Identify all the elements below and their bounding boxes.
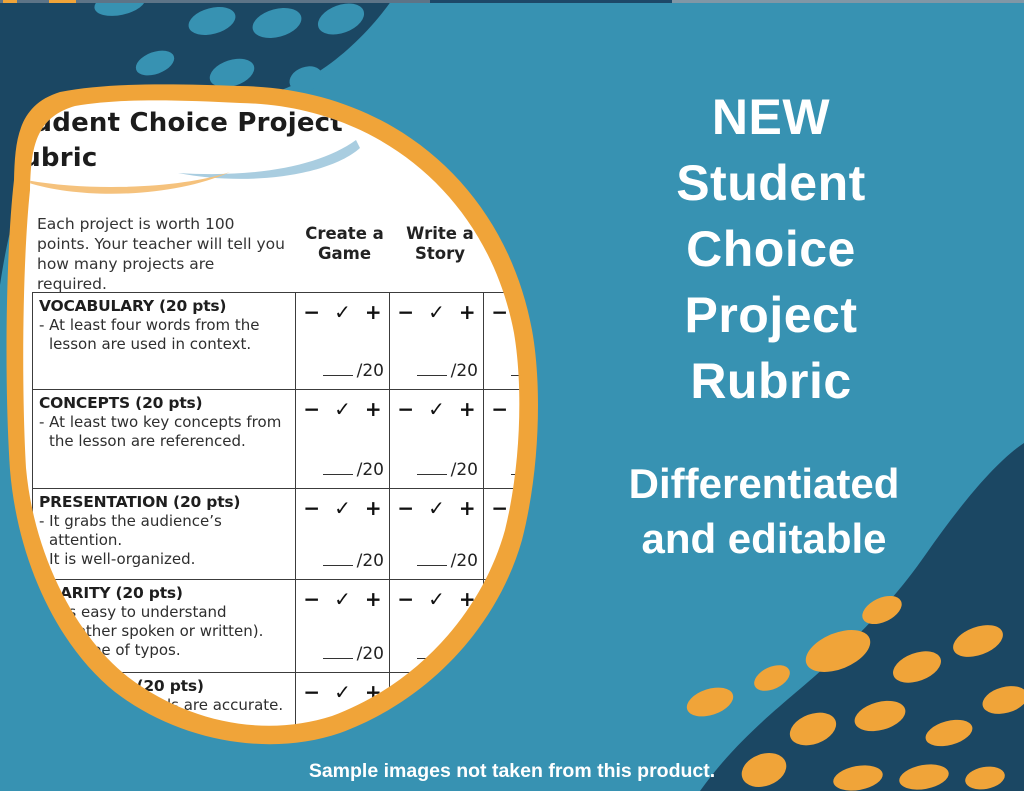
rating-symbols: − ✓ + — [303, 587, 382, 611]
rating-symbols: − ✓ + — [303, 397, 382, 421]
footer-disclaimer: Sample images not taken from this produc… — [308, 760, 716, 782]
score-denominator: /20 — [356, 644, 384, 664]
row-bullet: - It is easy to understand (whether spok… — [39, 603, 264, 640]
rating-symbols: − ✓ + — [397, 300, 476, 324]
headline-line-choice: Choice — [686, 221, 856, 277]
score-blank-line — [417, 562, 447, 566]
orange-dots — [686, 595, 1024, 791]
score-blank-line — [417, 471, 447, 475]
subtitle-line-1: Differentiated — [628, 460, 900, 507]
table-row-concepts: CONCEPTS (20 pts) - At least two key con… — [33, 390, 593, 489]
score-blank-line — [417, 372, 447, 376]
top-edge-strip-mid — [430, 0, 672, 3]
bottom-right-blob — [686, 443, 1024, 791]
row-title: PRESENTATION (20 pts) — [39, 493, 241, 511]
rating-symbols: − ✓ + — [397, 496, 476, 520]
score-denominator: /20 — [356, 361, 384, 381]
row-title: CLARITY (20 pts) — [39, 584, 183, 602]
score-denominator: /20 — [450, 551, 478, 571]
top-edge-orange-dot-2 — [49, 0, 76, 3]
score-blank-line — [323, 655, 353, 659]
headline-line-new: NEW — [711, 89, 831, 145]
row-bullet: - It is well-organized. — [39, 550, 196, 568]
row-title: VOCABULARY (20 pts) — [39, 297, 227, 315]
header-swooshes — [0, 128, 560, 208]
headline-subtitle: Differentiated and editable — [514, 456, 1014, 566]
navy-blob-shape — [0, 0, 392, 285]
score-blank-line — [323, 562, 353, 566]
row-title: CONCEPTS (20 pts) — [39, 394, 203, 412]
orange-swoosh — [26, 172, 230, 194]
headline-line-project: Project — [684, 287, 858, 343]
score-denominator: /20 — [450, 361, 478, 381]
headline-line-student: Student — [676, 155, 866, 211]
rating-symbols: − ✓ + — [397, 587, 476, 611]
row-bullet: - At least two key concepts from the les… — [39, 413, 282, 450]
top-edge-orange-dot-1 — [3, 0, 17, 3]
subtitle-line-2: and editable — [641, 515, 887, 562]
column-header-write-a-story: Write a Story — [406, 224, 474, 263]
score-blank-line — [323, 471, 353, 475]
rating-symbols: − ✓ + — [303, 496, 382, 520]
top-edge-strip-right — [672, 0, 1024, 3]
score-denominator: /20 — [450, 460, 478, 480]
score-blank-line — [323, 372, 353, 376]
score-denominator: /20 — [356, 551, 384, 571]
rating-symbols: − ✓ + — [303, 300, 382, 324]
table-row-vocabulary: VOCABULARY (20 pts) - At least four word… — [33, 293, 593, 390]
teal-dots — [94, 0, 365, 92]
headline-line-rubric: Rubric — [690, 353, 852, 409]
badge-white-interior — [23, 100, 520, 726]
score-denominator: /20 — [356, 460, 384, 480]
navy-blob-shape — [700, 443, 1024, 791]
headline-title: NEW Student Choice Project Rubric — [521, 84, 1021, 414]
top-left-blob — [0, 0, 392, 285]
rating-symbols: − ✓ + — [397, 397, 476, 421]
row-bullet: - At least four words from the lesson ar… — [39, 316, 260, 353]
top-edge-strip-left — [0, 0, 430, 3]
blue-swoosh — [178, 140, 360, 179]
row-bullet: - It grabs the audience’s attention. — [39, 512, 222, 549]
rubric-intro: Each project is worth 100 points. Your t… — [37, 215, 285, 293]
column-header-create-a-game: Create a Game — [305, 224, 384, 263]
